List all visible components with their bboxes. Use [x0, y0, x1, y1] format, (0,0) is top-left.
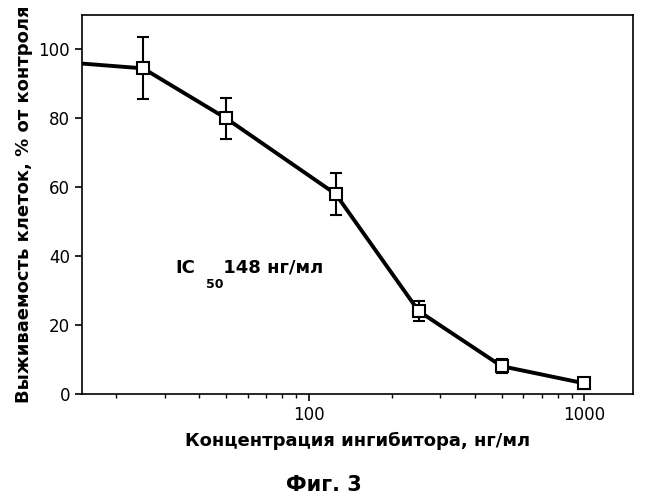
- Text: IC: IC: [176, 258, 196, 276]
- Text: 50: 50: [206, 278, 224, 290]
- Y-axis label: Выживаемость клеток, % от контроля: Выживаемость клеток, % от контроля: [15, 6, 33, 403]
- Text: Фиг. 3: Фиг. 3: [286, 475, 362, 495]
- Text: 148 нг/мл: 148 нг/мл: [217, 258, 323, 276]
- X-axis label: Концентрация ингибитора, нг/мл: Концентрация ингибитора, нг/мл: [185, 432, 530, 450]
